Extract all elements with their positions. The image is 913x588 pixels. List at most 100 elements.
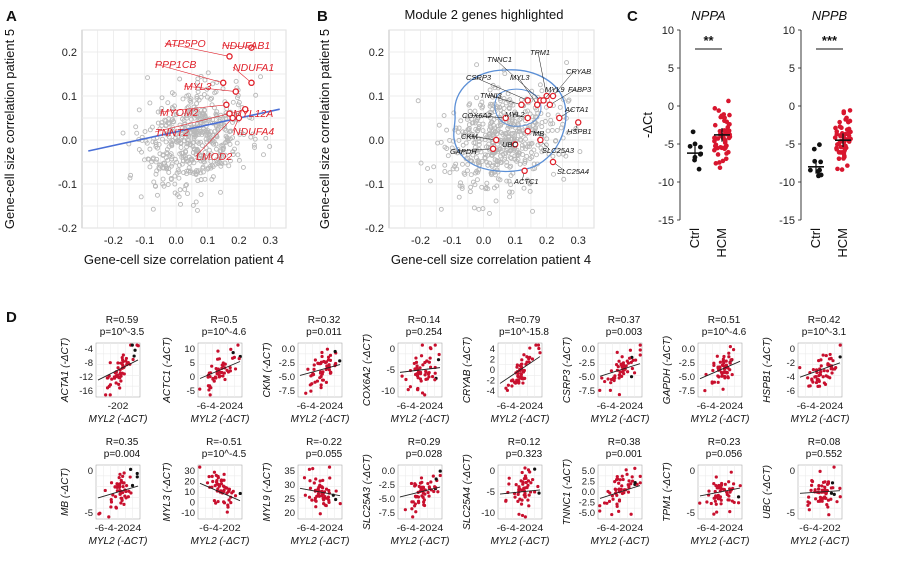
- x-tick-labels: -6-4-2024: [597, 401, 644, 412]
- data-point: [114, 495, 117, 498]
- data-point: [523, 492, 526, 495]
- data-point: [136, 475, 139, 478]
- data-point: [521, 376, 524, 379]
- data-point: [414, 510, 417, 513]
- stat-r: R=0.37: [608, 315, 641, 326]
- hcm-point: [835, 167, 840, 172]
- data-point: [839, 355, 842, 358]
- data-point: [114, 506, 117, 509]
- x-axis-label: MYL2 (-ΔCT): [89, 414, 148, 425]
- data-point: [322, 497, 325, 500]
- y-tick-label: -2.5: [679, 358, 695, 369]
- x-axis-label: MYL2 (-ΔCT): [791, 536, 850, 547]
- highlight-point: [525, 129, 530, 134]
- highlight-point: [519, 102, 524, 107]
- y-tick-label: -0.2: [58, 223, 77, 235]
- y-tick-label: 0.0: [382, 466, 395, 477]
- x-tick-label: 0.1: [200, 235, 215, 247]
- data-point: [104, 489, 107, 492]
- y-tick-label: 0: [190, 372, 195, 383]
- data-point: [304, 392, 307, 395]
- data-point: [436, 490, 439, 493]
- x-axis-label: MYL2 (-ΔCT): [591, 536, 650, 547]
- data-point: [707, 490, 710, 493]
- data-point: [121, 499, 124, 502]
- data-point: [320, 351, 323, 354]
- y-tick-label: -4: [85, 344, 93, 355]
- data-point: [620, 488, 623, 491]
- stat-p: p=0.254: [406, 327, 443, 338]
- data-point: [427, 491, 430, 494]
- data-point: [715, 475, 718, 478]
- data-point: [616, 351, 619, 354]
- data-point: [826, 369, 829, 372]
- hcm-point: [724, 157, 729, 162]
- data-point: [511, 378, 514, 381]
- stat-p: p=0.323: [506, 449, 543, 460]
- hcm-point: [724, 151, 729, 156]
- data-point: [214, 502, 217, 505]
- x-tick-labels: -6-4-2024: [497, 401, 544, 412]
- data-point: [823, 486, 826, 489]
- data-point: [407, 388, 410, 391]
- data-point: [807, 496, 810, 499]
- data-point: [123, 372, 126, 375]
- group-label: HCM: [835, 228, 850, 258]
- stat-r: R=-0.51: [206, 437, 242, 448]
- data-point: [113, 377, 116, 380]
- data-point: [129, 491, 132, 494]
- x-tick-label: -0.2: [104, 235, 123, 247]
- data-point: [729, 345, 732, 348]
- data-point: [827, 480, 830, 483]
- gene-label: TNNI3: [480, 91, 502, 100]
- data-point: [218, 483, 221, 486]
- x-axis-label: MYL2 (-ΔCT): [391, 536, 450, 547]
- data-point: [528, 356, 531, 359]
- x-tick-label: -0.1: [443, 235, 462, 247]
- data-point: [639, 353, 642, 356]
- y-axis-label: MB (-ΔCT): [60, 468, 71, 516]
- data-point: [229, 348, 232, 351]
- gene-label: ACTC1: [513, 177, 539, 186]
- data-point: [618, 393, 621, 396]
- hcm-point: [712, 148, 717, 153]
- x-tick-label: -0.1: [135, 235, 154, 247]
- data-point: [310, 382, 313, 385]
- x-tick-label: 0.3: [263, 235, 278, 247]
- data-point: [531, 357, 534, 360]
- highlight-point: [227, 54, 232, 59]
- data-point: [230, 491, 233, 494]
- data-point: [622, 372, 625, 375]
- data-point: [516, 375, 519, 378]
- data-point: [339, 502, 342, 505]
- hcm-point: [837, 156, 842, 161]
- data-point: [520, 503, 523, 506]
- x-axis-label: MYL2 (-ΔCT): [191, 536, 250, 547]
- data-point: [313, 363, 316, 366]
- data-point: [730, 471, 733, 474]
- data-point: [424, 378, 427, 381]
- data-point: [223, 378, 226, 381]
- data-point: [239, 492, 242, 495]
- data-point: [106, 386, 109, 389]
- data-point: [622, 478, 625, 481]
- data-point: [515, 483, 518, 486]
- data-point: [318, 362, 321, 365]
- data-point: [818, 470, 821, 473]
- data-point: [839, 344, 842, 347]
- hcm-point: [843, 132, 848, 137]
- data-point: [414, 356, 417, 359]
- y-tick-label: 0: [668, 101, 674, 113]
- y-tick-label: -12: [79, 372, 93, 383]
- data-point: [125, 484, 128, 487]
- stat-p: p=10^-4.6: [702, 327, 747, 338]
- x-axis-label: MYL2 (-ΔCT): [391, 414, 450, 425]
- gene-label: NDUFA1: [233, 62, 274, 74]
- y-tick-label: -8: [85, 358, 93, 369]
- y-tick-label: 0: [190, 498, 195, 509]
- data-point: [515, 379, 518, 382]
- data-point: [628, 357, 631, 360]
- data-point: [520, 363, 523, 366]
- data-point: [626, 370, 629, 373]
